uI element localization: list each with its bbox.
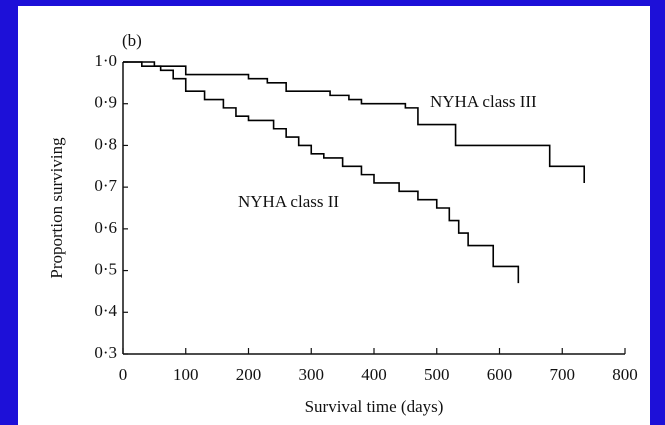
survival-curve — [123, 61, 520, 284]
x-tick-label: 500 — [424, 365, 450, 384]
y-axis-label: Proportion surviving — [47, 137, 66, 279]
y-tick-label: 0·9 — [94, 93, 117, 112]
x-tick-label: 0 — [119, 365, 128, 384]
x-tick-label: 800 — [612, 365, 638, 384]
y-tick-label: 0·3 — [94, 343, 117, 362]
x-tick-label: 700 — [550, 365, 576, 384]
annotation: NYHA class II — [238, 192, 339, 211]
x-tick-label: 200 — [236, 365, 262, 384]
x-axis-label: Survival time (days) — [305, 397, 444, 416]
x-tick-label: 100 — [173, 365, 199, 384]
annotation: NYHA class III — [430, 92, 537, 111]
y-tick-label: 0·8 — [94, 134, 117, 153]
survival-curve — [123, 61, 586, 183]
y-tick-label: 0·6 — [94, 218, 117, 237]
x-tick-label: 300 — [299, 365, 325, 384]
y-tick-label: 0·5 — [94, 259, 117, 278]
x-tick-label: 400 — [361, 365, 387, 384]
y-tick-label: 0·7 — [94, 176, 117, 195]
y-tick-label: 0·4 — [94, 301, 117, 320]
panel-label: (b) — [122, 31, 142, 50]
y-tick-label: 1·0 — [94, 51, 117, 70]
x-tick-label: 600 — [487, 365, 513, 384]
